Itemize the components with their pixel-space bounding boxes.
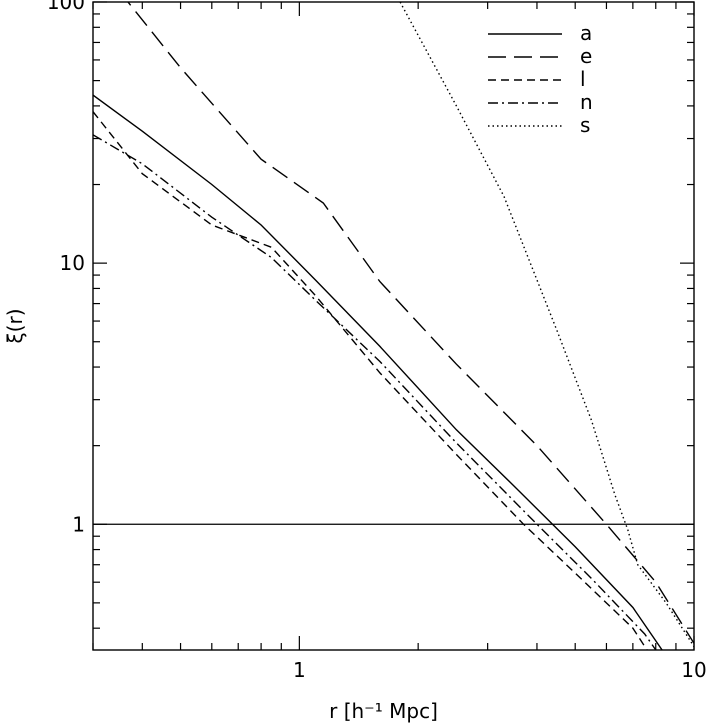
y-axis-label: ξ(r) [3,309,27,344]
legend-label-a: a [580,21,592,45]
series-line-e [127,2,694,644]
series-line-s [399,2,694,647]
x-tick-label: 10 [681,658,706,682]
y-tick-label: 1 [72,512,85,536]
series-line-l [93,111,648,650]
x-axis-label: r [h⁻¹ Mpc] [329,699,438,723]
axis-ticks: 1 10 1 10 100 [47,0,707,682]
series-line-n [93,134,657,650]
series-lines [93,2,694,650]
legend-label-n: n [580,90,593,114]
legend-label-l: l [580,67,586,91]
legend-label-s: s [580,113,590,137]
legend-label-e: e [580,44,592,68]
y-tick-label: 100 [47,0,85,14]
plot-frame [92,1,695,651]
x-tick-label: 1 [293,658,306,682]
plot-area-border [92,1,695,651]
axis-labels: r [h⁻¹ Mpc] ξ(r) [3,309,438,723]
series-line-a [93,94,663,650]
y-tick-label: 10 [60,251,85,275]
